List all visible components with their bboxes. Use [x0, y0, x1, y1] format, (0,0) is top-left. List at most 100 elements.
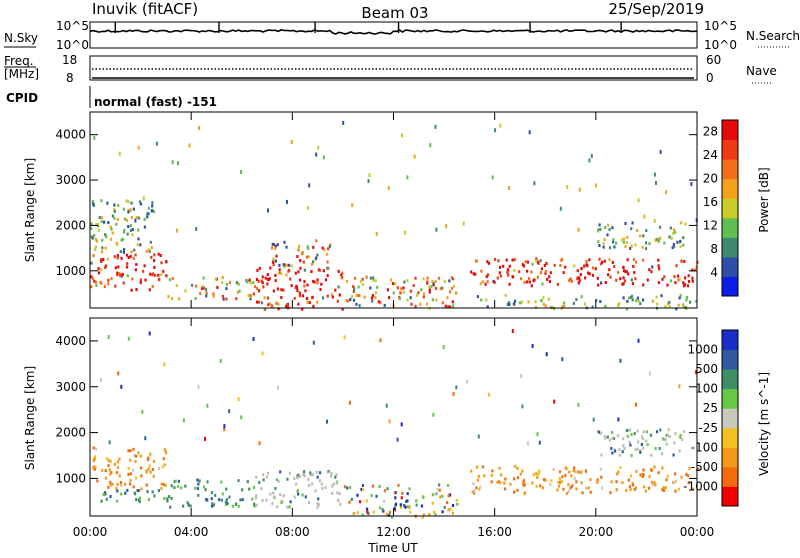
- data-cell: [275, 254, 278, 258]
- data-cell: [409, 510, 412, 514]
- data-cell: [516, 488, 519, 492]
- data-cell: [674, 432, 677, 436]
- data-cell: [679, 239, 682, 243]
- data-cell: [143, 264, 146, 268]
- data-cell: [196, 478, 199, 482]
- velocity-ylabel: Slant Range [km]: [23, 366, 37, 470]
- data-cell: [211, 502, 214, 506]
- data-cell: [542, 302, 545, 306]
- data-cell: [561, 475, 564, 479]
- data-cell: [348, 500, 351, 504]
- data-cell: [276, 287, 279, 291]
- data-cell: [301, 493, 304, 497]
- data-cell: [545, 352, 548, 357]
- data-cell: [478, 487, 481, 491]
- data-cell: [473, 489, 476, 493]
- data-cell: [310, 482, 314, 486]
- data-cell: [402, 286, 405, 290]
- data-cell: [107, 335, 110, 339]
- data-cell: [400, 422, 403, 427]
- data-cell: [476, 465, 479, 469]
- data-cell: [162, 457, 165, 461]
- data-cell: [268, 302, 271, 306]
- data-cell: [630, 432, 633, 436]
- data-cell: [297, 492, 300, 496]
- data-cell: [414, 305, 417, 308]
- y-tick-label: 3000: [55, 173, 86, 187]
- data-cell: [508, 264, 511, 268]
- data-cell: [404, 230, 407, 235]
- data-cell: [251, 497, 254, 501]
- data-cell: [116, 460, 119, 464]
- data-cell: [641, 472, 644, 476]
- data-cell: [139, 281, 142, 285]
- data-cell: [511, 329, 514, 333]
- data-cell: [137, 498, 141, 502]
- data-cell: [235, 502, 238, 506]
- data-cell: [681, 438, 684, 442]
- data-cell: [129, 208, 132, 213]
- data-cell: [312, 340, 315, 345]
- data-cell: [680, 221, 683, 225]
- data-cell: [121, 273, 124, 276]
- data-cell: [657, 264, 660, 268]
- data-cell: [309, 471, 312, 475]
- data-cell: [676, 274, 680, 278]
- data-cell: [116, 256, 119, 260]
- data-cell: [93, 455, 97, 459]
- data-cell: [369, 286, 372, 290]
- data-cell: [154, 273, 157, 277]
- data-cell: [252, 292, 255, 296]
- data-cell: [446, 296, 449, 300]
- data-cell: [157, 252, 160, 256]
- data-cell: [377, 300, 380, 304]
- data-cell: [662, 437, 665, 441]
- data-cell: [255, 287, 259, 290]
- data-cell: [528, 280, 531, 284]
- data-cell: [306, 300, 309, 304]
- data-cell: [678, 384, 681, 389]
- data-cell: [327, 469, 330, 473]
- data-cell: [654, 483, 657, 487]
- data-cell: [153, 253, 156, 257]
- data-cell: [597, 240, 600, 244]
- data-cell: [635, 402, 637, 407]
- data-cell: [394, 491, 397, 495]
- data-cell: [307, 255, 310, 259]
- data-cell: [148, 331, 151, 336]
- data-cell: [683, 284, 686, 288]
- data-cell: [153, 259, 156, 263]
- data-cell: [410, 302, 413, 306]
- data-cell: [149, 240, 152, 244]
- data-cell: [104, 266, 107, 269]
- data-cell: [564, 474, 567, 478]
- data-cell: [113, 209, 116, 213]
- power-heatmap: [90, 120, 699, 311]
- data-cell: [649, 433, 652, 437]
- data-cell: [406, 505, 409, 509]
- data-cell: [591, 305, 594, 309]
- data-cell: [105, 457, 108, 461]
- data-cell: [152, 474, 155, 478]
- data-cell: [177, 161, 179, 166]
- data-cell: [630, 244, 633, 248]
- data-cell: [607, 223, 610, 227]
- data-cell: [493, 257, 497, 261]
- data-cell: [628, 296, 631, 300]
- data-cell: [331, 491, 334, 495]
- data-cell: [678, 278, 681, 282]
- data-cell: [674, 489, 677, 493]
- data-cell: [271, 502, 274, 506]
- data-cell: [627, 272, 630, 276]
- data-cell: [100, 199, 103, 203]
- data-cell: [697, 467, 700, 471]
- data-cell: [365, 275, 368, 279]
- data-cell: [691, 279, 694, 283]
- data-cell: [634, 486, 637, 490]
- power-colorbar: 4 8 12 16 20 24 28: [703, 119, 739, 297]
- data-cell: [664, 438, 667, 442]
- data-cell: [129, 224, 132, 228]
- data-cell: [439, 287, 442, 291]
- data-cell: [130, 216, 133, 219]
- data-cell: [346, 486, 349, 490]
